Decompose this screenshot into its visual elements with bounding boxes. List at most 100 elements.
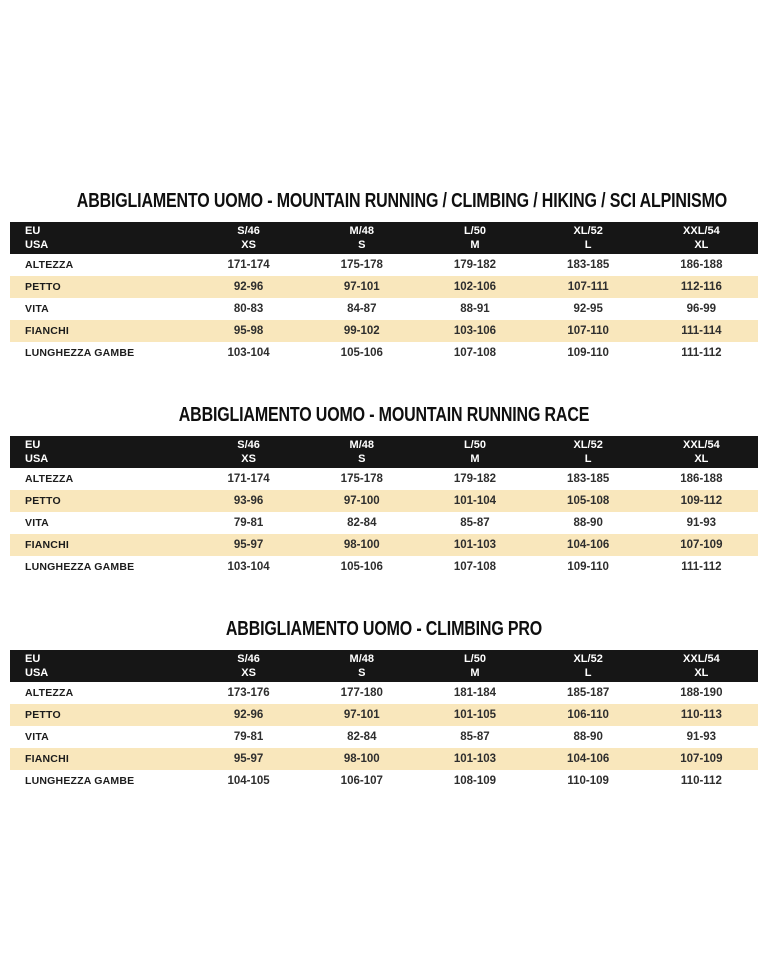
eu-size-label: L/50: [463, 225, 486, 237]
size-column-header: XL/52 L: [531, 436, 645, 468]
size-value-cell: 186-188: [680, 473, 723, 485]
measure-label: ALTEZZA: [25, 473, 74, 485]
measure-row: VITA 79-81 82-84 85-87 88-90 91-93: [10, 726, 758, 748]
size-column-header: S/46 XS: [192, 436, 306, 468]
header-row: EU USA S/46 XS M/48 S L/50 M XL/52 L XXL/54 XL: [10, 436, 758, 468]
size-value-cell: 186-188: [680, 259, 723, 271]
size-value-cell: 95-97: [233, 753, 264, 765]
size-value-cell: 103-106: [453, 325, 497, 337]
measure-label: PETTO: [25, 281, 61, 293]
usa-size-label: S: [358, 239, 366, 251]
size-value-cell: 92-96: [233, 281, 264, 293]
size-table: EU USA S/46 XS M/48 S L/50 M XL/52 L XXL/54 XL AL…: [10, 650, 758, 792]
measure-label: FIANCHI: [25, 753, 69, 765]
size-column-header: M/48 S: [305, 650, 419, 682]
size-column-header: L/50 M: [418, 222, 532, 254]
size-value-cell: 103-104: [227, 561, 270, 573]
region-header-cell: EU USA: [10, 650, 192, 682]
chart-title: ABBIGLIAMENTO UOMO - CLIMBING PRO: [225, 618, 543, 640]
size-value-cell: 80-83: [233, 303, 264, 315]
size-value-cell: 82-84: [347, 517, 377, 529]
measure-label: FIANCHI: [25, 539, 69, 551]
header-eu-label: EU: [25, 439, 41, 451]
measure-row: VITA 79-81 82-84 85-87 88-90 91-93: [10, 512, 758, 534]
size-table: EU USA S/46 XS M/48 S L/50 M XL/52 L XXL/54 XL AL…: [10, 436, 758, 578]
size-value-cell: 85-87: [460, 517, 490, 529]
size-value-cell: 99-102: [343, 325, 380, 337]
size-value-cell: 111-112: [681, 347, 722, 359]
size-value-cell: 88-90: [573, 731, 603, 743]
size-value-cell: 107-111: [567, 281, 609, 293]
usa-size-label: M: [470, 667, 480, 679]
measure-label: VITA: [25, 303, 49, 315]
measure-label: VITA: [25, 517, 49, 529]
table-body: ALTEZZA 171-174 175-178 179-182 183-185 186-1…: [10, 468, 758, 578]
size-value-cell: 111-114: [681, 325, 722, 337]
measure-label: LUNGHEZZA GAMBE: [25, 347, 135, 359]
size-value-cell: 92-96: [233, 709, 264, 721]
size-value-cell: 107-109: [680, 753, 723, 765]
size-value-cell: 171-174: [227, 259, 270, 271]
usa-size-label: XL: [694, 667, 709, 679]
size-value-cell: 102-106: [453, 281, 497, 293]
size-value-cell: 188-190: [680, 687, 723, 699]
size-column-header: M/48 S: [305, 222, 419, 254]
size-value-cell: 108-109: [453, 775, 497, 787]
measure-label: LUNGHEZZA GAMBE: [25, 775, 135, 787]
size-table: EU USA S/46 XS M/48 S L/50 M XL/52 L XXL/54 XL AL…: [10, 222, 758, 364]
table-body: ALTEZZA 171-174 175-178 179-182 183-185 186-1…: [10, 254, 758, 364]
size-value-cell: 97-100: [343, 495, 380, 507]
size-value-cell: 91-93: [686, 731, 717, 743]
usa-size-label: XS: [241, 667, 256, 679]
size-value-cell: 106-110: [567, 709, 609, 721]
eu-size-label: XXL/54: [683, 439, 720, 451]
size-value-cell: 95-97: [233, 539, 264, 551]
size-value-cell: 79-81: [233, 731, 264, 743]
measure-label: ALTEZZA: [25, 687, 74, 699]
size-value-cell: 92-95: [573, 303, 603, 315]
size-value-cell: 101-104: [453, 495, 497, 507]
eu-size-label: M/48: [349, 439, 375, 451]
size-value-cell: 105-106: [340, 561, 383, 573]
usa-size-label: XL: [694, 239, 709, 251]
size-value-cell: 93-96: [233, 495, 264, 507]
measure-row: ALTEZZA 173-176 177-180 181-184 185-187 188-1…: [10, 682, 758, 704]
size-value-cell: 79-81: [233, 517, 264, 529]
header-usa-label: USA: [25, 667, 49, 679]
usa-size-label: L: [584, 453, 592, 465]
usa-size-label: L: [584, 239, 592, 251]
measure-row: PETTO 92-96 97-101 101-105 106-110 110-113: [10, 704, 758, 726]
size-value-cell: 98-100: [343, 753, 380, 765]
measure-row: LUNGHEZZA GAMBE 103-104 105-106 107-108 109-…: [10, 342, 758, 364]
size-value-cell: 98-100: [343, 539, 380, 551]
measure-label: FIANCHI: [25, 325, 69, 337]
eu-size-label: M/48: [349, 653, 375, 665]
measure-row: FIANCHI 95-97 98-100 101-103 104-106 107-109: [10, 748, 758, 770]
size-value-cell: 107-108: [453, 561, 497, 573]
header-usa-label: USA: [25, 239, 49, 251]
eu-size-label: XL/52: [573, 439, 603, 451]
size-value-cell: 185-187: [567, 687, 610, 699]
size-value-cell: 183-185: [567, 259, 610, 271]
size-column-header: XL/52 L: [531, 222, 645, 254]
size-value-cell: 109-110: [567, 561, 609, 573]
header-eu-label: EU: [25, 225, 41, 237]
usa-size-label: XS: [241, 239, 256, 251]
size-value-cell: 104-105: [227, 775, 270, 787]
size-value-cell: 97-101: [343, 281, 380, 293]
size-value-cell: 110-113: [680, 709, 722, 721]
size-value-cell: 105-106: [340, 347, 383, 359]
size-value-cell: 101-103: [453, 753, 497, 765]
size-value-cell: 82-84: [347, 731, 377, 743]
eu-size-label: M/48: [349, 225, 375, 237]
size-value-cell: 85-87: [460, 731, 490, 743]
size-value-cell: 111-112: [681, 561, 722, 573]
measure-label: PETTO: [25, 709, 61, 721]
size-chart-section: ABBIGLIAMENTO UOMO - CLIMBING PRO EU USA…: [0, 616, 768, 792]
size-value-cell: 91-93: [686, 517, 717, 529]
size-value-cell: 181-184: [453, 687, 497, 699]
size-value-cell: 109-110: [567, 347, 609, 359]
size-column-header: XXL/54 XL: [644, 222, 758, 254]
size-value-cell: 104-106: [567, 753, 610, 765]
region-header-cell: EU USA: [10, 436, 192, 468]
